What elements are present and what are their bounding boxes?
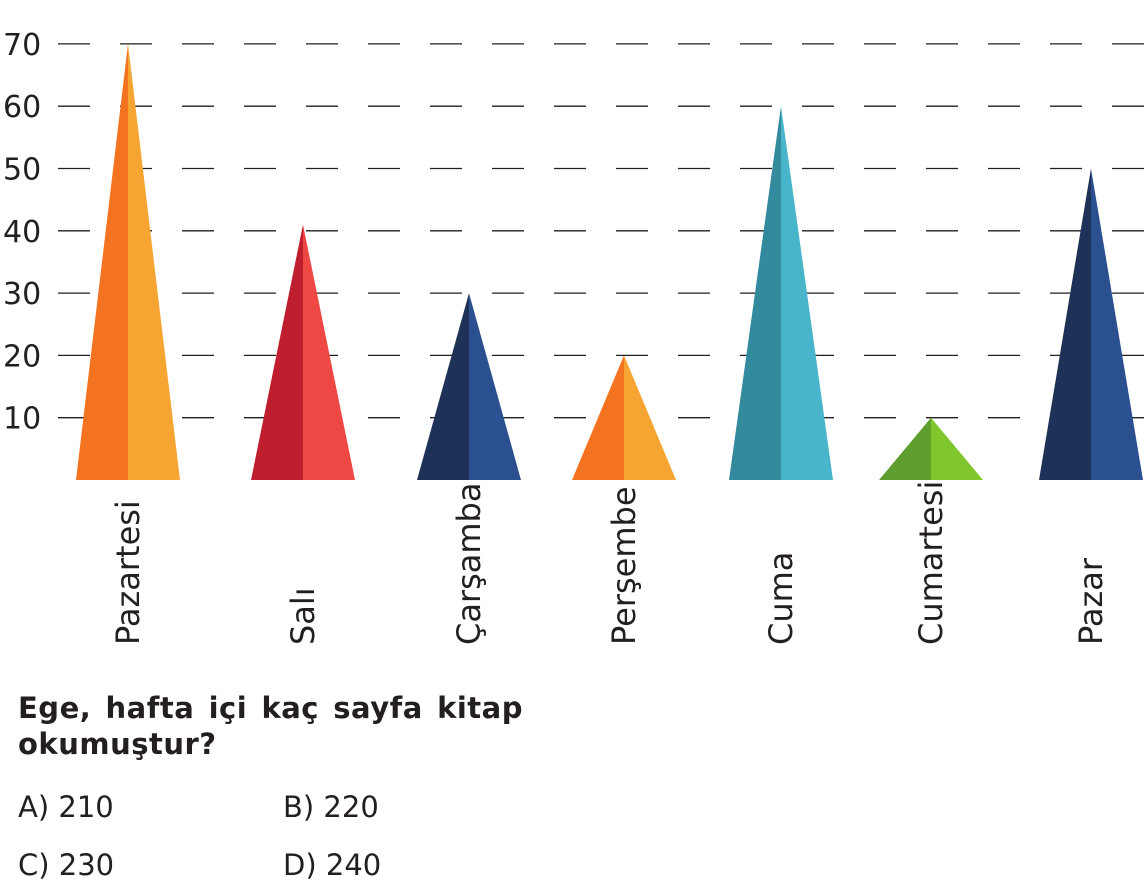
bar-face-left: [572, 355, 624, 480]
question-text: Ege, hafta içi kaç sayfa kitap okumuştur…: [18, 691, 523, 761]
option-d[interactable]: D) 240: [283, 848, 382, 882]
y-axis-ticks: 10 20 30 40 50 60 70: [3, 28, 41, 437]
x-axis-labels: Pazartesi Salı Çarşamba Perşembe Cuma Cumarte…: [109, 481, 1110, 645]
category-label: Pazar: [1072, 557, 1110, 645]
bar-3: [572, 355, 676, 480]
bar-face-right: [469, 293, 521, 480]
category-label: Cumartesi: [912, 481, 950, 645]
bar-face-left: [251, 224, 303, 480]
grid-lines: [58, 43, 1148, 419]
category-label: Cuma: [762, 552, 800, 645]
bar-2: [417, 293, 521, 480]
bar-1: [251, 224, 355, 480]
category-label: Perşembe: [605, 486, 643, 645]
y-tick-label: 60: [3, 90, 41, 125]
bar-0: [76, 43, 180, 481]
bar-face-right: [303, 224, 355, 480]
y-tick-label: 20: [3, 339, 41, 374]
bar-face-right: [624, 355, 676, 480]
bar-5: [879, 417, 983, 480]
pyramid-bars: [76, 43, 1143, 481]
pyramid-bar-chart: 10 20 30 40 50 60 70 Pazartesi Salı Çarşamba Perş…: [3, 28, 1148, 645]
bar-6: [1039, 168, 1143, 480]
bar-face-left: [729, 106, 781, 480]
bar-face-left: [76, 43, 128, 481]
option-b[interactable]: B) 220: [283, 790, 379, 824]
y-tick-label: 50: [3, 153, 41, 188]
y-tick-label: 40: [3, 215, 41, 250]
category-label: Salı: [284, 587, 322, 645]
bar-face-right: [931, 417, 983, 480]
bar-4: [729, 106, 833, 480]
bar-face-right: [1091, 168, 1143, 480]
option-a[interactable]: A) 210: [18, 790, 114, 824]
y-tick-label: 70: [3, 28, 41, 63]
bar-face-right: [128, 43, 180, 481]
category-label: Pazartesi: [109, 500, 147, 645]
bar-face-left: [1039, 168, 1091, 480]
bar-face-left: [879, 417, 931, 480]
y-tick-label: 30: [3, 277, 41, 312]
option-c[interactable]: C) 230: [18, 848, 115, 882]
bar-face-right: [781, 106, 833, 480]
category-label: Çarşamba: [450, 483, 488, 645]
bar-face-left: [417, 293, 469, 480]
y-tick-label: 10: [3, 402, 41, 437]
